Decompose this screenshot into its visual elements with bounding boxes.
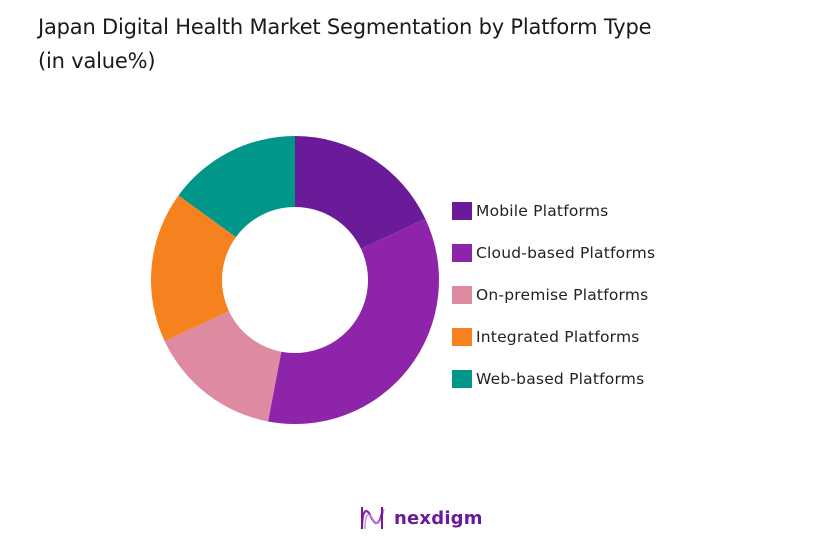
legend-item-web: Web-based Platforms <box>452 358 655 400</box>
donut-slice-mobile-platforms <box>295 136 426 249</box>
legend-item-cloud: Cloud-based Platforms <box>452 232 655 274</box>
nexdigm-logo: nexdigm <box>358 505 483 531</box>
legend-swatch <box>452 202 472 220</box>
logo-text: nexdigm <box>394 507 483 529</box>
title-line-1: Japan Digital Health Market Segmentation… <box>38 15 652 39</box>
legend-item-integrated: Integrated Platforms <box>452 316 655 358</box>
legend-swatch <box>452 286 472 304</box>
legend-item-on-premise: On-premise Platforms <box>452 274 655 316</box>
donut-slices <box>151 136 440 425</box>
chart-title: Japan Digital Health Market Segmentation… <box>38 10 652 78</box>
legend-swatch <box>452 370 472 388</box>
legend-label: Web-based Platforms <box>476 370 645 388</box>
donut-slice-on-premise-platforms <box>164 311 282 422</box>
logo-wave-icon <box>360 507 385 530</box>
donut-slice-web-based-platforms <box>178 136 295 238</box>
legend-swatch <box>452 244 472 262</box>
legend-swatch <box>452 328 472 346</box>
legend-label: On-premise Platforms <box>476 286 649 304</box>
legend-label: Cloud-based Platforms <box>476 244 656 262</box>
legend-label: Integrated Platforms <box>476 328 640 346</box>
title-line-2: (in value%) <box>38 49 156 73</box>
legend-item-mobile: Mobile Platforms <box>452 190 655 232</box>
donut-slice-cloud-based-platforms <box>268 218 440 425</box>
donut-slice-integrated-platforms <box>151 195 236 342</box>
legend-label: Mobile Platforms <box>476 202 609 220</box>
legend: Mobile Platforms Cloud-based Platforms O… <box>452 190 655 400</box>
